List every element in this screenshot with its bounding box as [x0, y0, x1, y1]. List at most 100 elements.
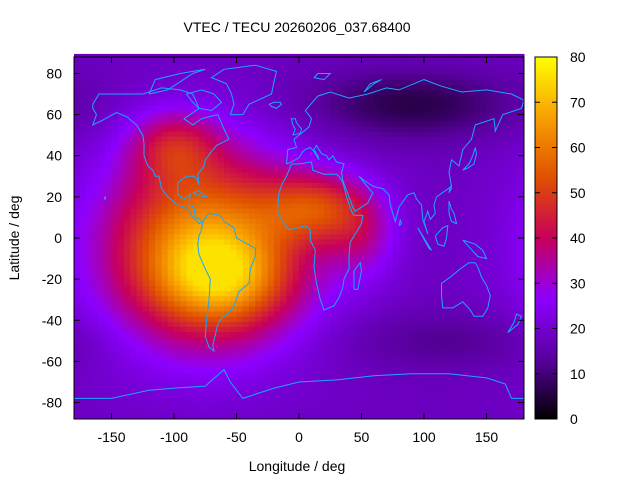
heatmap-cell: [461, 59, 469, 65]
heatmap-cell: [424, 326, 431, 333]
heatmap-cell: [305, 141, 312, 147]
heatmap-cell: [167, 336, 175, 343]
heatmap-cell: [505, 300, 512, 307]
heatmap-cell: [111, 69, 119, 75]
heatmap-cell: [249, 403, 256, 410]
heatmap-cell: [136, 347, 144, 353]
heatmap-cell: [74, 408, 81, 415]
heatmap-cell: [224, 295, 231, 302]
heatmap-cell: [486, 69, 494, 75]
heatmap-cell: [374, 213, 381, 219]
heatmap-cell: [436, 141, 444, 147]
heatmap-cell: [317, 239, 325, 245]
heatmap-cell: [492, 151, 500, 158]
heatmap-cell: [217, 74, 225, 81]
heatmap-cell: [105, 254, 112, 261]
heatmap-cell: [361, 285, 369, 291]
heatmap-cell: [211, 182, 219, 189]
heatmap-cell: [292, 125, 300, 132]
heatmap-cell: [374, 341, 381, 348]
heatmap-cell: [292, 383, 300, 389]
heatmap-cell: [349, 290, 356, 297]
heatmap-cell: [292, 203, 300, 209]
heatmap-cell: [305, 393, 312, 399]
heatmap-cell: [236, 393, 244, 399]
heatmap-cell: [349, 131, 356, 137]
heatmap-cell: [405, 285, 412, 291]
heatmap-cell: [499, 331, 506, 338]
heatmap-cell: [92, 269, 100, 276]
heatmap-cell: [274, 259, 281, 266]
heatmap-cell: [424, 239, 431, 245]
heatmap-cell: [80, 393, 87, 399]
heatmap-cell: [336, 208, 344, 214]
heatmap-cell: [330, 64, 337, 70]
heatmap-cell: [236, 347, 244, 353]
heatmap-cell: [399, 352, 406, 358]
heatmap-cell: [217, 244, 225, 250]
heatmap-cell: [267, 141, 275, 147]
heatmap-cell: [486, 125, 494, 132]
heatmap-cell: [305, 290, 312, 297]
heatmap-cell: [374, 79, 381, 86]
heatmap-cell: [249, 311, 256, 317]
heatmap-cell: [205, 377, 212, 384]
heatmap-cell: [380, 347, 387, 353]
heatmap-cell: [336, 203, 344, 209]
heatmap-cell: [492, 408, 500, 415]
heatmap-cell: [367, 357, 375, 363]
heatmap-cell: [480, 362, 487, 369]
heatmap-cell: [155, 280, 162, 286]
heatmap-cell: [405, 74, 412, 81]
heatmap-cell: [242, 161, 250, 168]
heatmap-cell: [192, 95, 200, 101]
heatmap-cell: [405, 336, 412, 343]
heatmap-cell: [299, 403, 306, 410]
heatmap-cell: [411, 305, 419, 312]
heatmap-cell: [305, 136, 312, 142]
heatmap-cell: [336, 413, 344, 420]
heatmap-cell: [492, 105, 500, 111]
heatmap-cell: [199, 151, 206, 158]
heatmap-cell: [367, 383, 375, 389]
heatmap-cell: [299, 295, 306, 302]
heatmap-cell: [330, 331, 337, 338]
heatmap-cell: [417, 64, 425, 70]
heatmap-cell: [80, 172, 87, 178]
heatmap-cell: [442, 290, 450, 297]
heatmap-cell: [311, 213, 319, 219]
heatmap-cell: [230, 233, 237, 240]
heatmap-cell: [186, 74, 194, 81]
heatmap-cell: [249, 228, 256, 235]
heatmap-cell: [261, 208, 269, 214]
heatmap-cell: [230, 259, 237, 266]
heatmap-cell: [149, 269, 156, 276]
heatmap-cell: [455, 254, 462, 261]
heatmap-cell: [236, 244, 244, 250]
heatmap-cell: [249, 192, 256, 199]
heatmap-cell: [430, 218, 437, 225]
heatmap-cell: [436, 136, 444, 142]
heatmap-cell: [80, 192, 87, 199]
heatmap-cell: [192, 64, 200, 70]
heatmap-cell: [467, 187, 475, 194]
heatmap-cell: [386, 141, 394, 147]
heatmap-cell: [211, 311, 219, 317]
heatmap-cell: [499, 393, 506, 399]
heatmap-cell: [449, 64, 456, 70]
heatmap-cell: [386, 228, 394, 235]
heatmap-cell: [242, 172, 250, 178]
heatmap-cell: [336, 187, 344, 194]
heatmap-cell: [399, 362, 406, 369]
heatmap-cell: [336, 136, 344, 142]
heatmap-cell: [224, 290, 231, 297]
heatmap-cell: [192, 326, 200, 333]
heatmap-cell: [224, 408, 231, 415]
heatmap-cell: [142, 125, 150, 132]
heatmap-cell: [111, 326, 119, 333]
heatmap-cell: [136, 408, 144, 415]
heatmap-cell: [486, 352, 494, 358]
heatmap-cell: [261, 59, 269, 65]
heatmap-cell: [217, 141, 225, 147]
heatmap-cell: [236, 69, 244, 75]
